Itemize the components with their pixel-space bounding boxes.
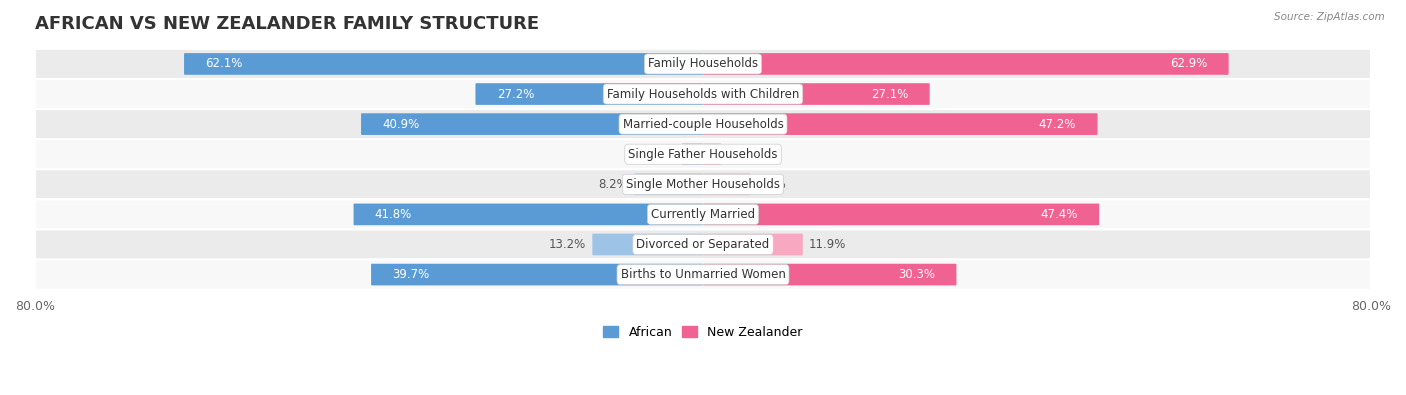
Text: 13.2%: 13.2%	[548, 238, 586, 251]
Text: 11.9%: 11.9%	[808, 238, 846, 251]
Text: 62.1%: 62.1%	[205, 57, 243, 70]
Text: 5.6%: 5.6%	[756, 178, 786, 191]
Text: Source: ZipAtlas.com: Source: ZipAtlas.com	[1274, 12, 1385, 22]
FancyBboxPatch shape	[353, 203, 703, 225]
FancyBboxPatch shape	[703, 203, 1099, 225]
Text: 41.8%: 41.8%	[375, 208, 412, 221]
FancyBboxPatch shape	[703, 53, 1229, 75]
Text: 2.5%: 2.5%	[645, 148, 675, 161]
Text: Single Father Households: Single Father Households	[628, 148, 778, 161]
FancyBboxPatch shape	[35, 109, 1371, 139]
FancyBboxPatch shape	[184, 53, 703, 75]
Text: Family Households with Children: Family Households with Children	[607, 88, 799, 101]
Text: 62.9%: 62.9%	[1170, 57, 1208, 70]
Text: Family Households: Family Households	[648, 57, 758, 70]
Text: 2.1%: 2.1%	[727, 148, 756, 161]
FancyBboxPatch shape	[634, 173, 703, 195]
Text: 47.4%: 47.4%	[1040, 208, 1078, 221]
FancyBboxPatch shape	[35, 260, 1371, 290]
FancyBboxPatch shape	[703, 234, 803, 255]
Text: 27.2%: 27.2%	[496, 88, 534, 101]
Text: 40.9%: 40.9%	[382, 118, 419, 131]
FancyBboxPatch shape	[371, 264, 703, 286]
Text: 39.7%: 39.7%	[392, 268, 430, 281]
Text: Currently Married: Currently Married	[651, 208, 755, 221]
FancyBboxPatch shape	[703, 113, 1098, 135]
FancyBboxPatch shape	[592, 234, 703, 255]
FancyBboxPatch shape	[703, 173, 751, 195]
FancyBboxPatch shape	[703, 264, 956, 286]
Text: Births to Unmarried Women: Births to Unmarried Women	[620, 268, 786, 281]
FancyBboxPatch shape	[35, 139, 1371, 169]
Text: AFRICAN VS NEW ZEALANDER FAMILY STRUCTURE: AFRICAN VS NEW ZEALANDER FAMILY STRUCTUR…	[35, 15, 538, 33]
FancyBboxPatch shape	[703, 143, 721, 165]
FancyBboxPatch shape	[475, 83, 703, 105]
Text: 27.1%: 27.1%	[872, 88, 908, 101]
FancyBboxPatch shape	[35, 229, 1371, 260]
FancyBboxPatch shape	[35, 169, 1371, 199]
Text: Single Mother Households: Single Mother Households	[626, 178, 780, 191]
Text: Divorced or Separated: Divorced or Separated	[637, 238, 769, 251]
FancyBboxPatch shape	[703, 83, 929, 105]
Text: 30.3%: 30.3%	[898, 268, 935, 281]
FancyBboxPatch shape	[682, 143, 703, 165]
Text: Married-couple Households: Married-couple Households	[623, 118, 783, 131]
FancyBboxPatch shape	[35, 199, 1371, 229]
Text: 8.2%: 8.2%	[598, 178, 628, 191]
FancyBboxPatch shape	[35, 79, 1371, 109]
Text: 47.2%: 47.2%	[1039, 118, 1076, 131]
FancyBboxPatch shape	[35, 49, 1371, 79]
FancyBboxPatch shape	[361, 113, 703, 135]
Legend: African, New Zealander: African, New Zealander	[598, 320, 808, 345]
